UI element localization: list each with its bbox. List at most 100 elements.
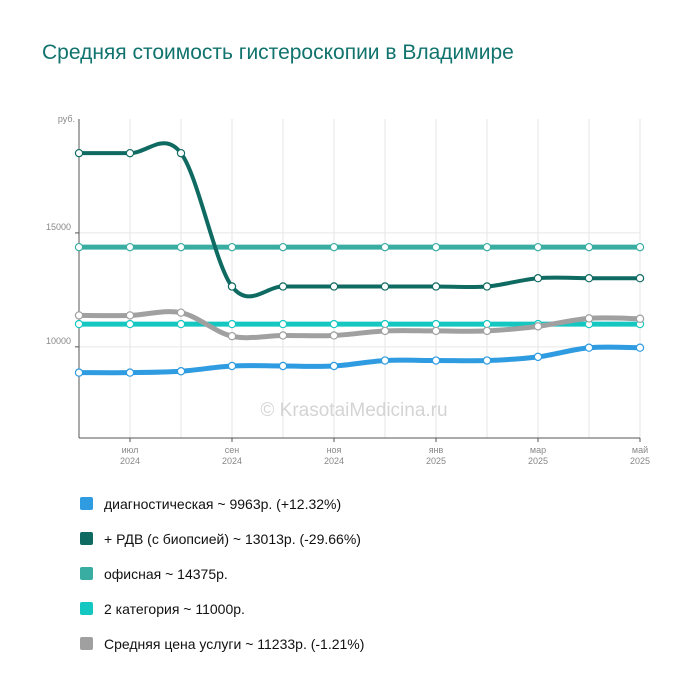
data-point bbox=[176, 242, 186, 252]
x-tick-label-year: 2025 bbox=[630, 456, 650, 466]
series-group bbox=[74, 343, 645, 377]
x-tick-label-month: май bbox=[632, 445, 648, 455]
series-group bbox=[74, 308, 645, 341]
y-tick-label: 10000 bbox=[46, 336, 71, 346]
legend-item[interactable]: + РДВ (с биопсией) ~ 13013р. (-29.66%) bbox=[80, 521, 364, 556]
data-point bbox=[227, 242, 237, 252]
y-axis-unit-label: руб. bbox=[58, 114, 75, 124]
data-point bbox=[431, 356, 441, 365]
series-line bbox=[77, 141, 642, 299]
series-line bbox=[76, 344, 643, 376]
x-tick-label-month: ноя bbox=[327, 445, 342, 455]
data-point bbox=[278, 319, 288, 329]
data-point bbox=[278, 282, 288, 291]
chart-title: Средняя стоимость гистероскопии в Владим… bbox=[42, 41, 514, 64]
data-point bbox=[380, 326, 390, 336]
data-point bbox=[635, 343, 645, 352]
legend: диагностическая ~ 9963р. (+12.32%) + РДВ… bbox=[80, 486, 364, 661]
data-point bbox=[125, 148, 135, 158]
data-point bbox=[380, 356, 390, 365]
data-point bbox=[635, 274, 645, 283]
data-point bbox=[278, 361, 288, 371]
data-point bbox=[584, 314, 594, 323]
data-point bbox=[380, 319, 390, 329]
data-point bbox=[533, 322, 543, 331]
data-point bbox=[431, 326, 441, 336]
legend-item[interactable]: Средняя цена услуги ~ 11233р. (-1.21%) bbox=[80, 626, 364, 661]
data-point bbox=[74, 148, 84, 158]
data-point bbox=[329, 331, 339, 340]
data-point bbox=[227, 282, 237, 291]
data-point bbox=[533, 274, 543, 283]
legend-swatch bbox=[80, 637, 93, 650]
data-point bbox=[329, 361, 339, 371]
data-point bbox=[227, 331, 237, 341]
data-point bbox=[329, 319, 339, 329]
data-point bbox=[635, 314, 645, 323]
x-tick-label-month: июл bbox=[122, 445, 139, 455]
data-point bbox=[125, 311, 135, 320]
data-point bbox=[431, 282, 441, 291]
data-point bbox=[125, 319, 135, 329]
data-point bbox=[635, 242, 645, 252]
data-point bbox=[176, 367, 186, 376]
data-point bbox=[533, 352, 543, 362]
data-point bbox=[482, 242, 492, 252]
data-point bbox=[482, 319, 492, 329]
data-point bbox=[176, 308, 186, 317]
legend-label: + РДВ (с биопсией) ~ 13013р. (-29.66%) bbox=[104, 530, 361, 547]
data-point bbox=[584, 274, 594, 283]
x-tick-label-month: мар bbox=[530, 445, 546, 455]
data-point bbox=[278, 242, 288, 252]
x-tick-label-month: сен bbox=[225, 445, 240, 455]
data-point bbox=[227, 361, 237, 371]
data-point bbox=[74, 311, 84, 320]
x-tick-label-month: янв bbox=[429, 445, 444, 455]
legend-item[interactable]: 2 категория ~ 11000р. bbox=[80, 591, 364, 626]
legend-label: 2 категория ~ 11000р. bbox=[104, 600, 245, 617]
x-tick-label-year: 2025 bbox=[528, 456, 548, 466]
legend-swatch bbox=[80, 567, 93, 580]
data-point bbox=[431, 319, 441, 329]
legend-label: диагностическая ~ 9963р. (+12.32%) bbox=[104, 495, 342, 512]
data-point bbox=[533, 242, 543, 252]
data-point bbox=[74, 319, 84, 329]
x-tick-label-year: 2025 bbox=[426, 456, 446, 466]
data-point bbox=[380, 242, 390, 252]
legend-swatch bbox=[80, 602, 93, 615]
legend-label: офисная ~ 14375р. bbox=[104, 565, 228, 582]
legend-item[interactable]: диагностическая ~ 9963р. (+12.32%) bbox=[80, 486, 364, 521]
data-point bbox=[278, 331, 288, 340]
series bbox=[74, 141, 645, 377]
series-group bbox=[74, 242, 645, 252]
data-point bbox=[482, 282, 492, 291]
data-point bbox=[380, 282, 390, 291]
series-line bbox=[76, 309, 643, 341]
series-group bbox=[74, 141, 645, 299]
x-tick-label-year: 2024 bbox=[120, 456, 140, 466]
legend-item[interactable]: офисная ~ 14375р. bbox=[80, 556, 364, 591]
legend-label: Средняя цена услуги ~ 11233р. (-1.21%) bbox=[104, 635, 365, 652]
data-point bbox=[329, 282, 339, 291]
data-point bbox=[74, 368, 84, 377]
data-point bbox=[584, 242, 594, 252]
data-point bbox=[125, 242, 135, 252]
data-point bbox=[227, 319, 237, 329]
data-point bbox=[125, 368, 135, 377]
y-tick-label: 15000 bbox=[46, 222, 71, 232]
axes: руб.1000015000июл2024сен2024ноя2024янв20… bbox=[46, 114, 650, 466]
legend-swatch bbox=[80, 532, 93, 545]
data-point bbox=[482, 326, 492, 336]
legend-swatch bbox=[80, 497, 93, 510]
data-point bbox=[329, 242, 339, 252]
watermark: © KrasotaiMedicina.ru bbox=[260, 400, 447, 421]
x-tick-label-year: 2024 bbox=[222, 456, 242, 466]
data-point bbox=[176, 148, 186, 158]
data-point bbox=[584, 343, 594, 352]
data-point bbox=[74, 242, 84, 252]
x-tick-label-year: 2024 bbox=[324, 456, 344, 466]
data-point bbox=[431, 242, 441, 252]
data-point bbox=[176, 319, 186, 329]
data-point bbox=[482, 356, 492, 365]
